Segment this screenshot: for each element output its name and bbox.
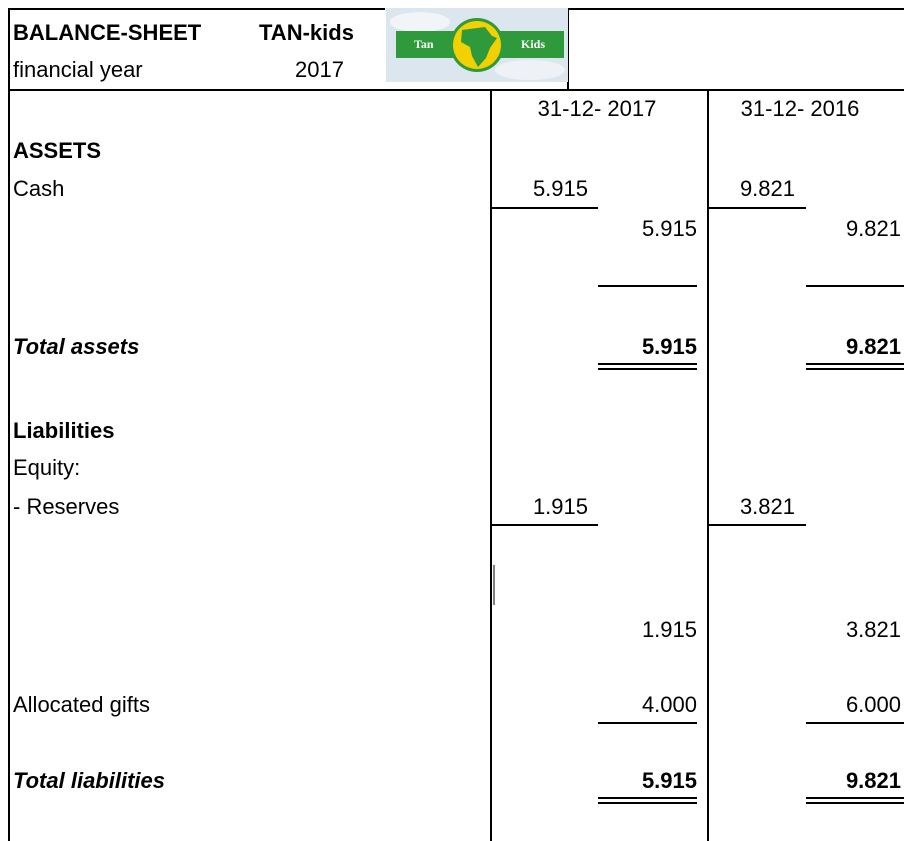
value: 9.821 [846, 216, 901, 241]
value: 3.821 [740, 494, 795, 519]
value: 6.000 [846, 692, 901, 717]
row-label: Cash [13, 176, 64, 201]
value: 9.821 [740, 176, 795, 201]
title: BALANCE-SHEET [13, 20, 202, 45]
year: 2017 [295, 57, 344, 82]
company: TAN-kids [259, 20, 354, 45]
section-label: Liabilities [13, 418, 114, 443]
total-value: 5.915 [642, 768, 697, 793]
value: 1.915 [533, 494, 588, 519]
logo-text: Kids [521, 37, 545, 51]
section-label: ASSETS [13, 138, 101, 163]
grid-lines [8, 8, 904, 841]
row-label: Equity: [13, 455, 80, 480]
value: 1.915 [642, 617, 697, 642]
total-value: 5.915 [642, 334, 697, 359]
column-header: 31-12- 2016 [741, 96, 860, 121]
total-label: Total liabilities [13, 768, 165, 793]
logo-text: Tan [414, 37, 434, 51]
total-value: 9.821 [846, 334, 901, 359]
value: 5.915 [533, 176, 588, 201]
value: 4.000 [642, 692, 697, 717]
logo: Tan Kids [386, 8, 568, 82]
row-label: Allocated gifts [13, 692, 150, 717]
row-label: - Reserves [13, 494, 119, 519]
total-value: 9.821 [846, 768, 901, 793]
total-label: Total assets [13, 334, 139, 359]
value: 5.915 [642, 216, 697, 241]
column-header: 31-12- 2017 [538, 96, 657, 121]
year-label: financial year [13, 57, 143, 82]
value: 3.821 [846, 617, 901, 642]
